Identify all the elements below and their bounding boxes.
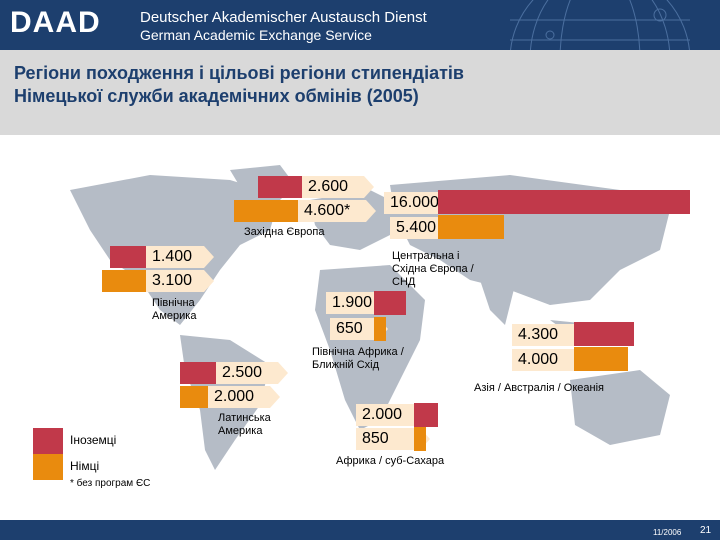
legend-foreigners-swatch: [33, 428, 63, 454]
mena-foreigners-value: 1.900: [326, 292, 388, 314]
legend-germans-swatch: [33, 454, 63, 480]
latin-america-foreigners-bar: [180, 362, 220, 384]
org-name-en: German Academic Exchange Service: [140, 27, 372, 43]
central-eastern-europe-germans-bar: [438, 215, 504, 239]
legend-foreigners-label: Іноземці: [70, 433, 117, 447]
western-europe-label: Західна Європа: [244, 226, 325, 238]
western-europe-germans-bar: [234, 200, 304, 222]
north-america-label: Північна Америка: [152, 297, 197, 322]
central-eastern-europe-foreigners-value: 16.000: [384, 192, 454, 214]
central-eastern-europe-label: Центральна і Східна Європа / СНД: [392, 250, 474, 288]
footnote: * без програм ЄС: [70, 478, 151, 489]
latin-america-germans-value: 2.000: [208, 386, 280, 408]
latin-america-germans-bar: [180, 386, 212, 408]
central-eastern-europe-germans-value: 5.400: [390, 217, 454, 239]
globe-graphic: [510, 0, 690, 50]
western-europe-foreigners-bar: [258, 176, 308, 198]
footer-bar: [0, 520, 720, 540]
latin-america-label: Латинська Америка: [218, 412, 271, 437]
sub-saharan-africa-germans-value: 850: [356, 428, 430, 450]
central-eastern-europe-foreigners-bar: [438, 190, 690, 214]
title-line-2: Німецької служби академічних обмінів (20…: [14, 86, 419, 106]
north-america-germans-bar: [102, 270, 150, 292]
org-name-de: Deutscher Akademischer Austausch Dienst: [140, 9, 427, 26]
page-number: 21: [700, 525, 712, 536]
mena-germans-value: 650: [330, 318, 388, 340]
sub-saharan-africa-label: Африка / суб-Сахара: [336, 455, 445, 467]
north-america-foreigners-value: 1.400: [146, 246, 214, 268]
north-america-foreigners-bar: [110, 246, 150, 268]
title-line-1: Регіони походження і цільові регіони сти…: [14, 63, 464, 83]
legend-germans-label: Німці: [70, 459, 100, 473]
sub-saharan-africa-germans-bar: [414, 427, 426, 451]
mena-foreigners-bar: [374, 291, 406, 315]
asia-pacific-foreigners-bar: [574, 322, 634, 346]
footer-date: 11/2006: [653, 528, 682, 537]
western-europe-foreigners-value: 2.600: [302, 176, 374, 198]
mena-label: Північна Африка / Ближній Схід: [312, 346, 404, 371]
sub-saharan-africa-foreigners-bar: [414, 403, 438, 427]
latin-america-foreigners-value: 2.500: [216, 362, 288, 384]
sub-saharan-africa-foreigners-value: 2.000: [356, 404, 430, 426]
asia-pacific-label: Азія / Австралія / Океанія: [474, 382, 604, 394]
asia-pacific-germans-value: 4.000: [512, 349, 590, 371]
header-bar: DAAD Deutscher Akademischer Austausch Di…: [0, 0, 720, 50]
asia-pacific-germans-bar: [574, 347, 628, 371]
slide-title: Регіони походження і цільові регіони сти…: [14, 62, 464, 108]
asia-pacific-foreigners-value: 4.300: [512, 324, 590, 346]
title-band: Регіони походження і цільові регіони сти…: [0, 50, 720, 135]
north-america-germans-value: 3.100: [146, 270, 214, 292]
western-europe-germans-value: 4.600*: [298, 200, 376, 222]
mena-germans-bar: [374, 317, 386, 341]
daad-logo: DAAD: [10, 6, 101, 39]
